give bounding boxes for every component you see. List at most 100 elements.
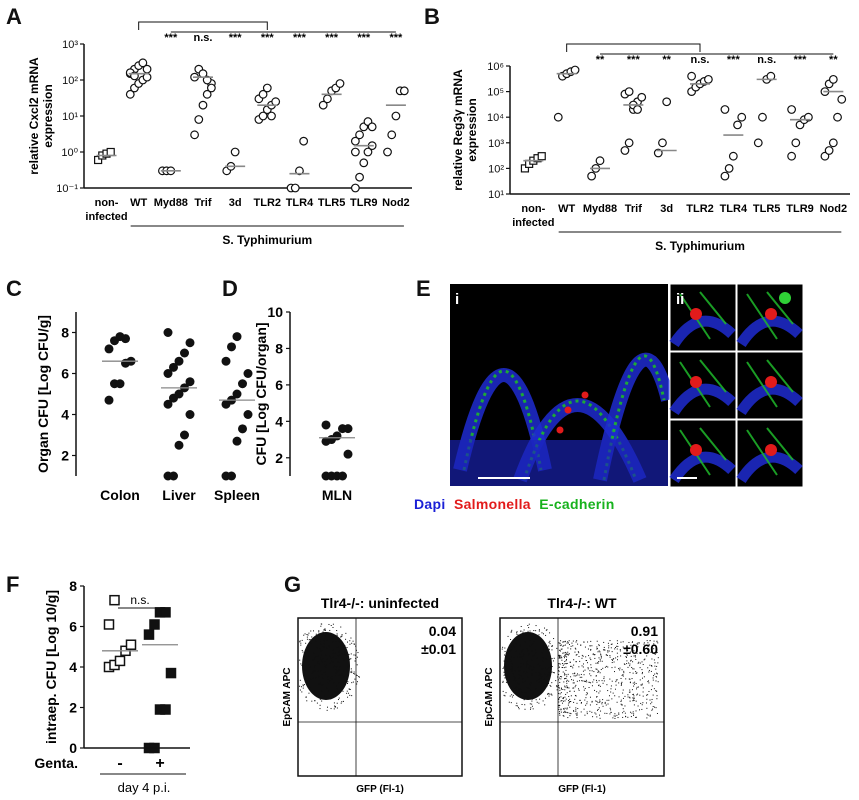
- event: [633, 683, 635, 685]
- event: [341, 635, 343, 637]
- event: [352, 640, 354, 642]
- event: [318, 633, 320, 635]
- event: [328, 645, 330, 647]
- event: [347, 659, 349, 661]
- event: [342, 700, 344, 702]
- event: [532, 708, 534, 710]
- event: [559, 643, 561, 645]
- significance-label: n.s.: [691, 54, 710, 66]
- event: [630, 655, 632, 657]
- event: [558, 685, 560, 687]
- event: [564, 654, 566, 656]
- event: [323, 640, 325, 642]
- event: [305, 678, 307, 680]
- event: [577, 651, 579, 653]
- event: [636, 672, 638, 674]
- event: [609, 707, 611, 709]
- event: [592, 653, 594, 655]
- inset-nuclei: [669, 383, 736, 416]
- category-label: infected: [512, 217, 554, 229]
- data-point: [103, 619, 115, 630]
- event: [567, 712, 569, 714]
- event: [629, 682, 631, 684]
- event: [337, 661, 339, 663]
- event: [541, 684, 543, 686]
- event: [553, 657, 555, 659]
- event: [535, 630, 537, 632]
- event: [634, 681, 636, 683]
- data-point: [787, 105, 796, 114]
- event: [589, 696, 591, 698]
- event: [510, 649, 512, 651]
- y-tick-label: 0: [69, 740, 77, 756]
- event: [575, 641, 577, 643]
- event: [604, 712, 606, 714]
- event: [559, 693, 561, 695]
- event: [634, 655, 636, 657]
- event: [303, 668, 305, 670]
- event: [565, 655, 567, 657]
- data-point: [350, 183, 360, 193]
- data-point: [350, 147, 360, 157]
- event: [579, 680, 581, 682]
- event: [619, 667, 621, 669]
- event: [519, 656, 521, 658]
- event: [309, 639, 311, 641]
- category-label: TLR5: [318, 197, 346, 209]
- event: [504, 673, 506, 675]
- event: [526, 660, 528, 662]
- event: [316, 702, 318, 704]
- event: [503, 694, 505, 696]
- event: [625, 678, 627, 680]
- event: [573, 701, 575, 703]
- inset-green-cell: [779, 292, 791, 304]
- category-label: TLR9: [350, 197, 378, 209]
- event: [590, 649, 592, 651]
- category-label: TLR4: [286, 197, 314, 209]
- event: [637, 686, 639, 688]
- event: [350, 668, 352, 670]
- event: [339, 674, 341, 676]
- event: [629, 651, 631, 653]
- event: [321, 700, 323, 702]
- event: [646, 713, 648, 715]
- event: [541, 683, 543, 685]
- event: [608, 699, 610, 701]
- event: [618, 668, 620, 670]
- event: [347, 641, 349, 643]
- event: [309, 687, 311, 689]
- data-point: [160, 607, 171, 618]
- event: [641, 671, 643, 673]
- event: [648, 690, 650, 692]
- event: [565, 663, 567, 665]
- event: [306, 636, 308, 638]
- event: [648, 680, 650, 682]
- event: [533, 666, 535, 668]
- event: [651, 665, 653, 667]
- event: [302, 685, 304, 687]
- event: [614, 688, 616, 690]
- event: [308, 639, 310, 641]
- event: [620, 701, 622, 703]
- event: [565, 652, 567, 654]
- event: [355, 658, 357, 660]
- data-point: [125, 639, 137, 650]
- data-point: [355, 130, 364, 140]
- event: [619, 650, 621, 652]
- event: [540, 673, 542, 675]
- event: [346, 679, 348, 681]
- data-point: [355, 172, 364, 182]
- event: [536, 701, 538, 703]
- event: [596, 648, 598, 650]
- data-point: [142, 72, 152, 82]
- data-point: [728, 151, 738, 161]
- event: [601, 701, 603, 703]
- event: [655, 680, 657, 682]
- event: [336, 702, 338, 704]
- event: [524, 696, 526, 698]
- event: [614, 713, 616, 715]
- data-point: [299, 136, 309, 146]
- treatment-value: +: [155, 755, 164, 772]
- event: [519, 645, 521, 647]
